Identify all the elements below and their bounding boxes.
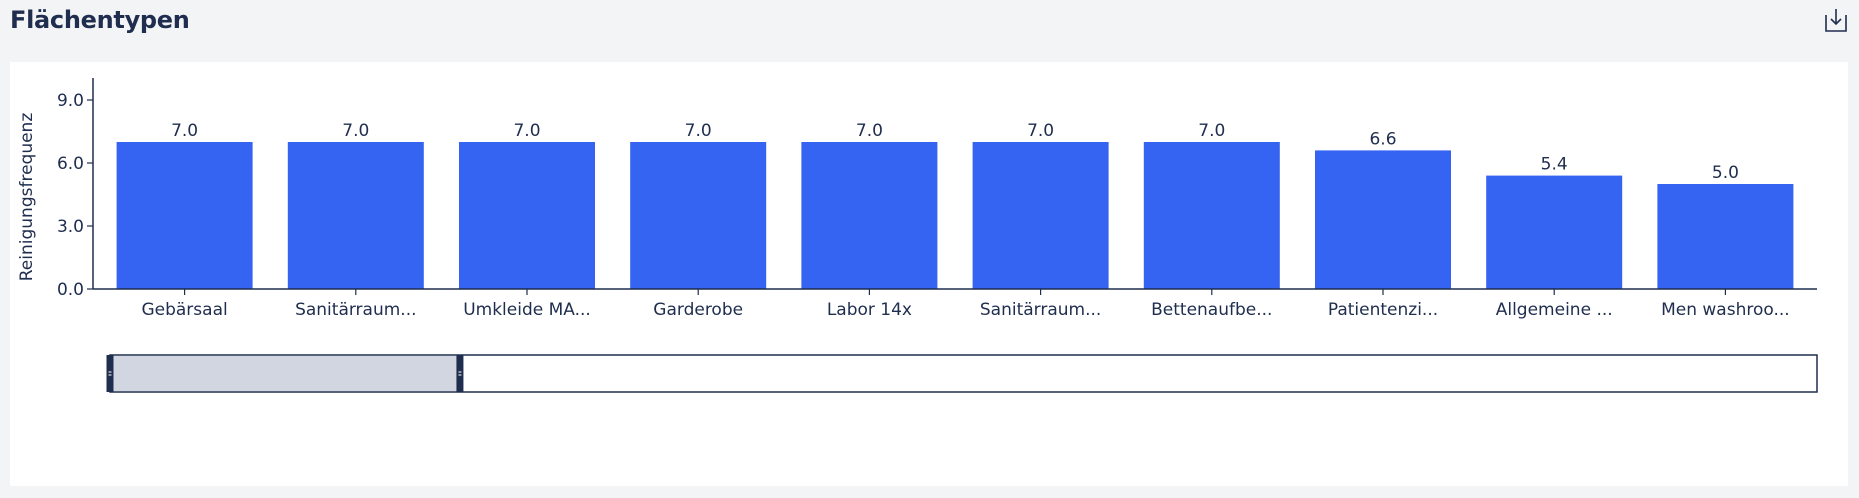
bar-value-label: 7.0 bbox=[171, 121, 198, 141]
bar-value-label: 7.0 bbox=[1198, 121, 1225, 141]
y-axis-title: Reinigungsfrequenz bbox=[17, 113, 37, 282]
bar[interactable] bbox=[801, 142, 938, 289]
y-tick-label: 6.0 bbox=[57, 154, 84, 174]
x-tick-label: Labor 14x bbox=[827, 300, 912, 320]
bar[interactable] bbox=[287, 142, 424, 289]
bar[interactable] bbox=[972, 142, 1109, 289]
bar[interactable] bbox=[1486, 175, 1623, 289]
y-tick-label: 3.0 bbox=[57, 217, 84, 237]
page-title: Flächentypen bbox=[10, 6, 190, 34]
x-tick-label: Allgemeine ... bbox=[1496, 300, 1613, 320]
x-tick-label: Patientenzi... bbox=[1328, 300, 1438, 320]
download-button[interactable] bbox=[1820, 5, 1850, 35]
y-tick-label: 0.0 bbox=[57, 280, 84, 300]
bar-value-label: 7.0 bbox=[1027, 121, 1054, 141]
bar[interactable] bbox=[630, 142, 767, 289]
x-tick-label: Sanitärraum... bbox=[295, 300, 416, 320]
download-icon bbox=[1825, 9, 1847, 32]
x-tick-label: Bettenaufbe... bbox=[1151, 300, 1272, 320]
chart-header: Flächentypen bbox=[0, 0, 1859, 60]
bar-value-label: 7.0 bbox=[513, 121, 540, 141]
x-tick-label: Men washroo... bbox=[1661, 300, 1790, 320]
bar-value-label: 7.0 bbox=[342, 121, 369, 141]
bar-chart: 0.0 3.0 6.0 9.0 7.0 7.0 7.0 7.0 7.0 7.0 7.0 6.6 5.4… bbox=[17, 78, 1818, 393]
bar-value-label: 5.0 bbox=[1712, 163, 1739, 183]
bar-value-label: 5.4 bbox=[1541, 155, 1568, 175]
chart-panel: 0.0 3.0 6.0 9.0 7.0 7.0 7.0 7.0 7.0 7.0 7.0 6.6 5.4… bbox=[10, 62, 1848, 486]
bar-value-label: 6.6 bbox=[1369, 129, 1396, 149]
slider-handle-right[interactable] bbox=[456, 355, 464, 392]
bar-value-label: 7.0 bbox=[685, 121, 712, 141]
slider-selection[interactable] bbox=[110, 356, 460, 391]
range-slider[interactable] bbox=[106, 354, 1818, 393]
x-tick-label: Sanitärraum... bbox=[980, 300, 1101, 320]
bar[interactable] bbox=[459, 142, 595, 289]
bar[interactable] bbox=[1657, 184, 1794, 289]
y-tick-label: 9.0 bbox=[57, 91, 84, 111]
bar[interactable] bbox=[116, 142, 253, 289]
x-tick-label: Garderobe bbox=[653, 300, 743, 320]
bar[interactable] bbox=[1143, 142, 1280, 289]
bar[interactable] bbox=[1315, 150, 1451, 289]
x-tick-label: Umkleide MA... bbox=[463, 300, 591, 320]
bar-value-label: 7.0 bbox=[856, 121, 883, 141]
x-tick-label: Gebärsaal bbox=[141, 300, 227, 320]
slider-handle-left[interactable] bbox=[106, 355, 114, 392]
